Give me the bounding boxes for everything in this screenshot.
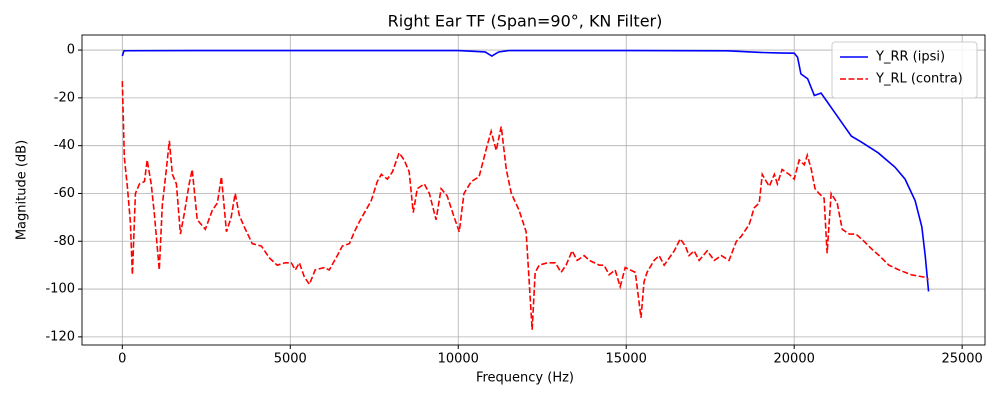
x-tick-label: 20000 [774,352,815,367]
y-tick-label: -40 [54,138,75,153]
data-line [121,49,930,292]
x-tick-label: 10000 [438,352,479,367]
legend-label: Y_RR (ipsi) [875,50,945,65]
legend-box [831,41,978,99]
y-tick-label: -60 [54,186,75,201]
x-tick-label: 25000 [941,352,982,367]
x-axis-label: Frequency (Hz) [476,371,574,386]
y-axis-label: Magnitude (dB) [15,140,30,240]
data-line [121,81,929,330]
x-tick-label: 5000 [274,352,307,367]
plot-frame [81,34,986,346]
y-tick-label: -80 [54,234,75,249]
y-tick-label: -20 [54,90,75,105]
y-tick-label: 0 [67,43,75,58]
x-tick-label: 15000 [606,352,647,367]
y-tick-label: -100 [45,282,75,297]
y-tick-label: -120 [45,329,75,344]
chart-title: Right Ear TF (Span=90°, KN Filter) [388,12,663,31]
x-tick-label: 0 [118,352,126,367]
legend-label: Y_RL (contra) [875,72,963,87]
